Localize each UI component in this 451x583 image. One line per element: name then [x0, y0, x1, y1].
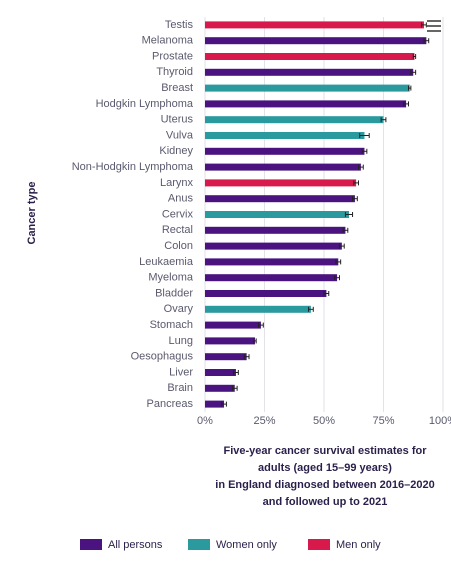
error-bar — [361, 148, 368, 154]
bar — [205, 37, 427, 45]
error-bar — [308, 306, 314, 312]
y-tick-label: Kidney — [159, 145, 193, 157]
y-tick-label: Testis — [165, 19, 194, 31]
error-bar — [233, 370, 239, 375]
bar — [205, 400, 225, 408]
menu-icon[interactable] — [427, 20, 441, 32]
error-bar — [335, 259, 342, 265]
x-axis-label: in England diagnosed between 2016–2020 — [215, 479, 434, 491]
bar — [205, 384, 235, 392]
y-tick-label: Melanoma — [142, 35, 194, 47]
error-bar — [353, 180, 360, 186]
y-tick-label: Breast — [161, 82, 193, 94]
y-tick-label: Larynx — [160, 177, 194, 189]
x-axis-label: adults (aged 15–99 years) — [258, 462, 392, 474]
y-tick-label: Anus — [168, 193, 194, 205]
bar — [205, 53, 415, 60]
error-bar — [403, 101, 409, 107]
y-axis-label: Cancer type — [26, 182, 38, 245]
bar — [205, 274, 338, 282]
error-bar — [243, 354, 250, 360]
error-bar — [359, 133, 370, 138]
error-bar — [231, 385, 238, 391]
bar — [205, 369, 236, 376]
menu-line[interactable] — [427, 20, 441, 22]
menu-line[interactable] — [427, 25, 441, 27]
bar — [205, 195, 355, 203]
bar — [205, 242, 342, 250]
bar — [205, 258, 339, 266]
y-tick-label: Oesophagus — [131, 351, 194, 363]
bar — [205, 321, 261, 329]
y-tick-label: Ovary — [164, 303, 194, 315]
error-bar — [358, 164, 364, 170]
error-bar — [338, 243, 345, 249]
y-tick-label: Uterus — [161, 114, 194, 126]
x-axis-label: Five-year cancer survival estimates for — [223, 445, 427, 457]
error-bar — [421, 22, 427, 28]
y-tick-label: Pancreas — [147, 398, 194, 410]
bar — [205, 116, 384, 124]
legend-swatch — [308, 539, 330, 550]
legend-label: Women only — [216, 539, 277, 551]
error-bar — [423, 38, 430, 44]
y-tick-label: Prostate — [152, 50, 193, 62]
error-bar — [221, 401, 227, 407]
error-bar — [412, 54, 417, 59]
y-tick-label: Vulva — [166, 129, 194, 141]
bar — [205, 163, 361, 171]
x-tick-label: 25% — [253, 415, 275, 427]
y-tick-label: Liver — [169, 366, 193, 378]
bar — [205, 100, 407, 108]
bar — [205, 179, 357, 187]
error-bar — [410, 69, 417, 75]
bar — [205, 68, 414, 76]
error-bar — [352, 196, 358, 202]
x-tick-label: 100% — [429, 415, 451, 427]
y-tick-label: Cervix — [162, 208, 194, 220]
legend-label: Men only — [336, 539, 381, 551]
y-tick-label: Lung — [169, 335, 193, 347]
bar — [205, 84, 410, 92]
y-tick-label: Stomach — [150, 319, 193, 331]
x-tick-label: 50% — [313, 415, 335, 427]
bar — [205, 21, 424, 29]
x-tick-label: 75% — [372, 415, 394, 427]
bar — [205, 226, 346, 234]
y-tick-label: Non-Hodgkin Lymphoma — [72, 161, 194, 173]
error-bar — [323, 291, 330, 296]
y-tick-label: Leukaemia — [139, 256, 194, 268]
error-bar — [258, 322, 264, 328]
bar — [205, 132, 365, 139]
legend-swatch — [188, 539, 210, 550]
y-tick-label: Hodgkin Lymphoma — [96, 98, 194, 110]
legend-swatch — [80, 539, 102, 550]
error-bar — [342, 227, 349, 233]
y-tick-label: Myeloma — [148, 272, 194, 284]
bar — [205, 353, 247, 361]
error-bar — [407, 85, 412, 91]
bar — [205, 337, 255, 345]
y-tick-label: Brain — [167, 382, 193, 394]
bar — [205, 290, 327, 297]
bar — [205, 305, 311, 313]
error-bar — [253, 338, 257, 344]
y-tick-label: Colon — [164, 240, 193, 252]
x-tick-label: 0% — [197, 415, 213, 427]
error-bar — [380, 117, 387, 123]
bar — [205, 211, 349, 218]
error-bar — [334, 275, 340, 281]
error-bar — [344, 212, 354, 217]
legend-label: All persons — [108, 539, 163, 551]
y-tick-label: Thyroid — [156, 66, 193, 78]
y-tick-label: Rectal — [162, 224, 193, 236]
y-tick-label: Bladder — [155, 287, 193, 299]
menu-line[interactable] — [427, 30, 441, 32]
bar — [205, 147, 365, 155]
x-axis-label: and followed up to 2021 — [263, 496, 388, 508]
